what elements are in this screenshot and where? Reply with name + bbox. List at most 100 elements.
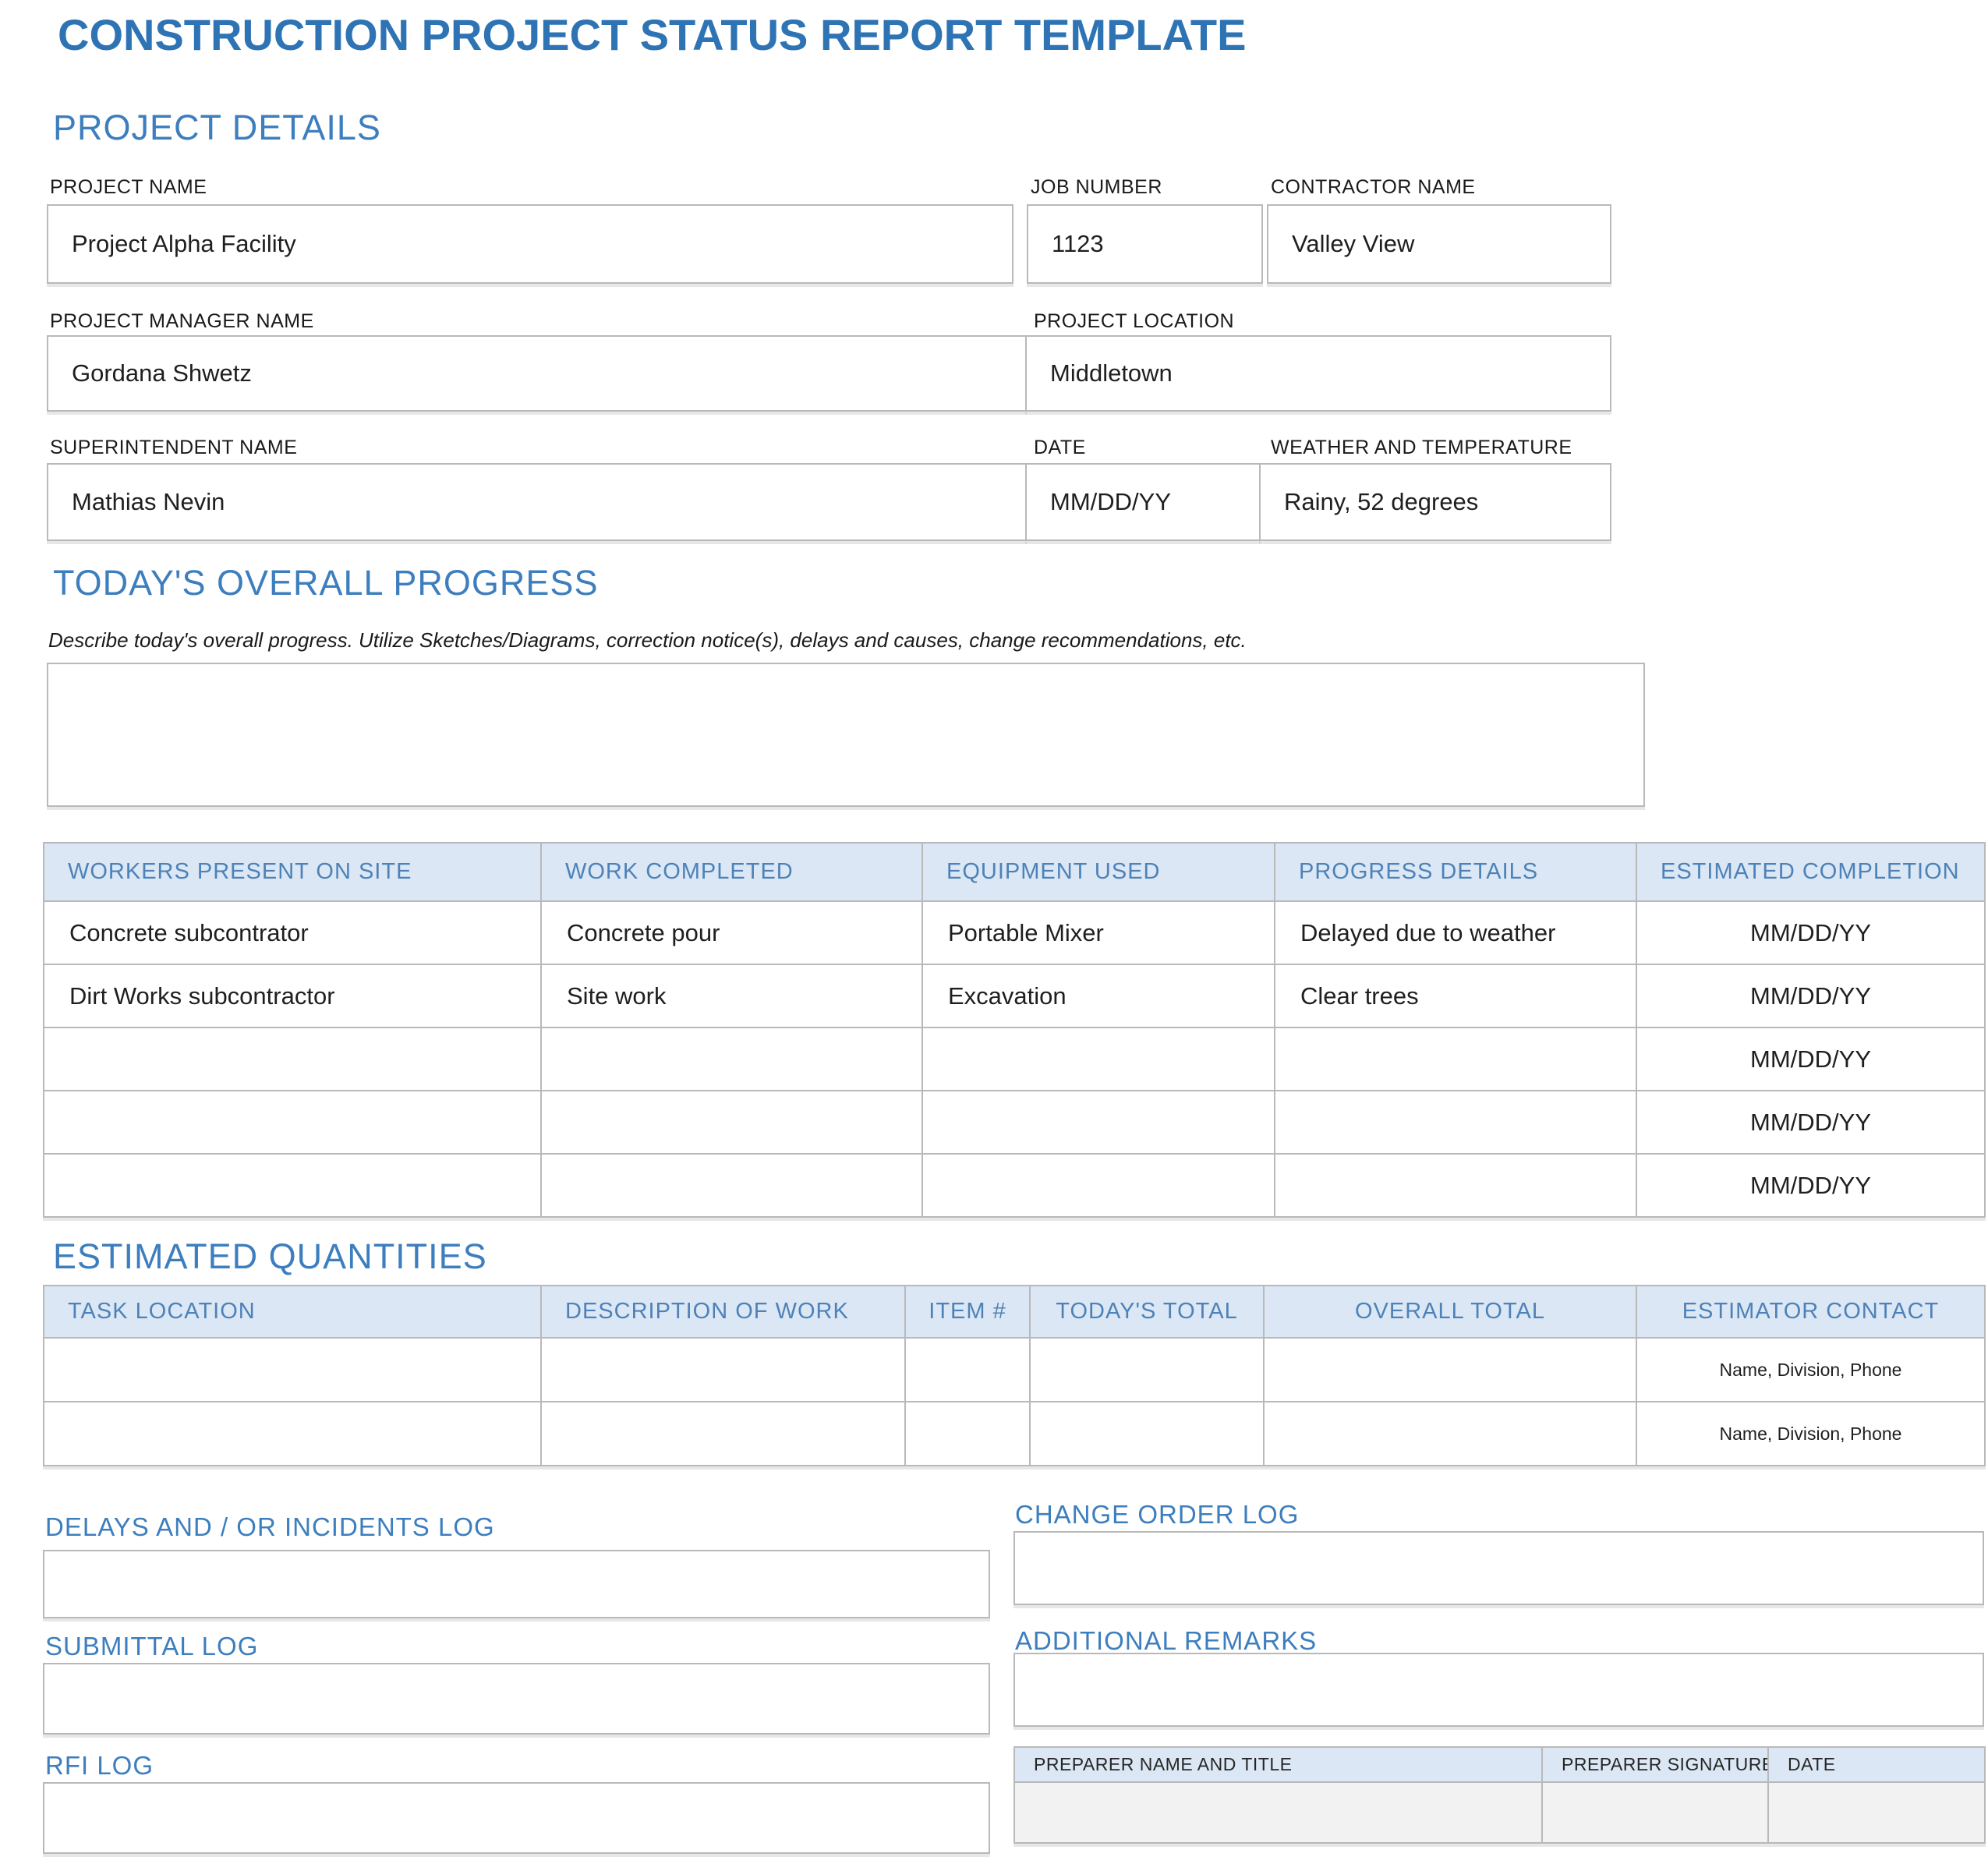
- quantities-cell-estimator[interactable]: Name, Division, Phone: [1636, 1401, 1986, 1466]
- job-number-label: JOB NUMBER: [1031, 176, 1162, 198]
- project-location-field[interactable]: Middletown: [1025, 335, 1611, 412]
- workers-cell[interactable]: [43, 1153, 542, 1218]
- workers-cell[interactable]: [540, 1153, 923, 1218]
- quantities-header-todays-total: TODAY'S TOTAL: [1029, 1285, 1265, 1339]
- table-row: Name, Division, Phone: [43, 1337, 1986, 1402]
- table-row: [1013, 1781, 1986, 1844]
- date-label: DATE: [1034, 437, 1086, 458]
- quantities-header-estimator: ESTIMATOR CONTACT: [1636, 1285, 1986, 1339]
- workers-cell[interactable]: [43, 1027, 542, 1091]
- workers-cell[interactable]: [921, 1027, 1275, 1091]
- workers-cell[interactable]: [921, 1153, 1275, 1218]
- delays-log-textarea[interactable]: [43, 1550, 990, 1618]
- project-manager-value: Gordana Shwetz: [72, 359, 252, 387]
- table-row: MM/DD/YY: [43, 1090, 1986, 1155]
- quantities-cell[interactable]: [904, 1401, 1031, 1466]
- date-field[interactable]: MM/DD/YY: [1025, 463, 1261, 541]
- workers-header-equipment: EQUIPMENT USED: [921, 842, 1275, 902]
- section-heading-additional-remarks: ADDITIONAL REMARKS: [1015, 1626, 1318, 1655]
- job-number-value: 1123: [1052, 230, 1104, 257]
- workers-cell[interactable]: Portable Mixer: [921, 900, 1275, 965]
- project-name-field[interactable]: Project Alpha Facility: [47, 204, 1013, 284]
- workers-table: WORKERS PRESENT ON SITE WORK COMPLETED E…: [43, 842, 1986, 1218]
- section-heading-delays-log: DELAYS AND / OR INCIDENTS LOG: [45, 1512, 495, 1541]
- superintendent-value: Mathias Nevin: [72, 488, 225, 515]
- workers-cell-date[interactable]: MM/DD/YY: [1636, 1153, 1986, 1218]
- quantities-cell[interactable]: [1029, 1401, 1265, 1466]
- document-title: CONSTRUCTION PROJECT STATUS REPORT TEMPL…: [58, 10, 1247, 59]
- quantities-cell[interactable]: [1263, 1337, 1637, 1402]
- rfi-log-textarea[interactable]: [43, 1782, 990, 1854]
- workers-cell-date[interactable]: MM/DD/YY: [1636, 1090, 1986, 1155]
- workers-cell[interactable]: Dirt Works subcontractor: [43, 964, 542, 1028]
- table-row: Dirt Works subcontractor Site work Excav…: [43, 964, 1986, 1028]
- workers-cell[interactable]: [540, 1027, 923, 1091]
- workers-header-row: WORKERS PRESENT ON SITE WORK COMPLETED E…: [43, 842, 1986, 902]
- table-row: Concrete subcontrator Concrete pour Port…: [43, 900, 1986, 965]
- preparer-header-row: PREPARER NAME AND TITLE PREPARER SIGNATU…: [1013, 1746, 1986, 1783]
- workers-cell[interactable]: [1274, 1090, 1637, 1155]
- contractor-name-value: Valley View: [1292, 230, 1415, 257]
- project-location-value: Middletown: [1050, 359, 1173, 387]
- workers-cell[interactable]: Site work: [540, 964, 923, 1028]
- workers-cell[interactable]: [540, 1090, 923, 1155]
- section-heading-project-details: PROJECT DETAILS: [53, 108, 381, 147]
- contractor-name-label: CONTRACTOR NAME: [1271, 176, 1476, 198]
- workers-cell[interactable]: Delayed due to weather: [1274, 900, 1637, 965]
- workers-cell-date[interactable]: MM/DD/YY: [1636, 900, 1986, 965]
- quantities-header-description: DESCRIPTION OF WORK: [540, 1285, 906, 1339]
- quantities-cell-estimator[interactable]: Name, Division, Phone: [1636, 1337, 1986, 1402]
- quantities-cell[interactable]: [540, 1337, 906, 1402]
- preparer-signature-cell[interactable]: [1541, 1781, 1769, 1844]
- project-name-value: Project Alpha Facility: [72, 230, 296, 257]
- preparer-header-date: DATE: [1767, 1746, 1986, 1783]
- contractor-name-field[interactable]: Valley View: [1267, 204, 1611, 284]
- superintendent-label: SUPERINTENDENT NAME: [50, 437, 298, 458]
- workers-cell[interactable]: Excavation: [921, 964, 1275, 1028]
- workers-cell-date[interactable]: MM/DD/YY: [1636, 1027, 1986, 1091]
- quantities-cell[interactable]: [1263, 1401, 1637, 1466]
- quantities-cell[interactable]: [43, 1401, 542, 1466]
- change-order-log-textarea[interactable]: [1013, 1531, 1984, 1605]
- table-row: MM/DD/YY: [43, 1027, 1986, 1091]
- table-row: Name, Division, Phone: [43, 1401, 1986, 1466]
- table-row: MM/DD/YY: [43, 1153, 1986, 1218]
- preparer-name-cell[interactable]: [1013, 1781, 1543, 1844]
- project-manager-field[interactable]: Gordana Shwetz: [47, 335, 1027, 412]
- quantities-header-overall-total: OVERALL TOTAL: [1263, 1285, 1637, 1339]
- preparer-date-cell[interactable]: [1767, 1781, 1986, 1844]
- workers-cell[interactable]: [43, 1090, 542, 1155]
- workers-cell[interactable]: [921, 1090, 1275, 1155]
- workers-header-workers: WORKERS PRESENT ON SITE: [43, 842, 542, 902]
- quantities-cell[interactable]: [904, 1337, 1031, 1402]
- section-heading-estimated-quantities: ESTIMATED QUANTITIES: [53, 1236, 487, 1276]
- quantities-header-task-location: TASK LOCATION: [43, 1285, 542, 1339]
- overall-progress-textarea[interactable]: [47, 663, 1645, 807]
- additional-remarks-textarea[interactable]: [1013, 1653, 1984, 1727]
- weather-field[interactable]: Rainy, 52 degrees: [1259, 463, 1611, 541]
- job-number-field[interactable]: 1123: [1027, 204, 1263, 284]
- overall-progress-instructions: Describe today's overall progress. Utili…: [48, 628, 1247, 652]
- section-heading-submittal-log: SUBMITTAL LOG: [45, 1632, 259, 1661]
- workers-cell[interactable]: [1274, 1153, 1637, 1218]
- workers-cell[interactable]: Clear trees: [1274, 964, 1637, 1028]
- workers-header-progress: PROGRESS DETAILS: [1274, 842, 1637, 902]
- weather-label: WEATHER AND TEMPERATURE: [1271, 437, 1572, 458]
- workers-cell-date[interactable]: MM/DD/YY: [1636, 964, 1986, 1028]
- preparer-table: PREPARER NAME AND TITLE PREPARER SIGNATU…: [1013, 1746, 1986, 1844]
- project-location-label: PROJECT LOCATION: [1034, 310, 1235, 332]
- quantities-cell[interactable]: [43, 1337, 542, 1402]
- superintendent-field[interactable]: Mathias Nevin: [47, 463, 1027, 541]
- workers-header-completion: ESTIMATED COMPLETION: [1636, 842, 1986, 902]
- workers-cell[interactable]: [1274, 1027, 1637, 1091]
- section-heading-rfi-log: RFI LOG: [45, 1751, 154, 1780]
- quantities-cell[interactable]: [540, 1401, 906, 1466]
- workers-cell[interactable]: Concrete subcontrator: [43, 900, 542, 965]
- preparer-header-signature: PREPARER SIGNATURE: [1541, 1746, 1769, 1783]
- workers-cell[interactable]: Concrete pour: [540, 900, 923, 965]
- submittal-log-textarea[interactable]: [43, 1663, 990, 1735]
- quantities-header-item: ITEM #: [904, 1285, 1031, 1339]
- project-name-label: PROJECT NAME: [50, 176, 207, 198]
- quantities-cell[interactable]: [1029, 1337, 1265, 1402]
